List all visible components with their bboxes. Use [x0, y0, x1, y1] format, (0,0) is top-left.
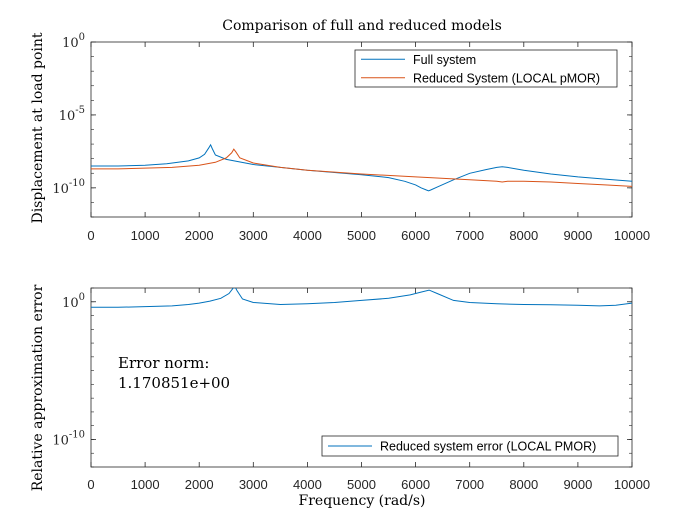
- x-tick-label: 8000: [509, 228, 538, 243]
- x-tick-label: 7000: [455, 228, 484, 243]
- top-legend: Full system Reduced System (LOCAL pMOR): [354, 49, 618, 88]
- x-tick-label: 9000: [563, 477, 592, 492]
- bottom-x-axis-label: Frequency (rad/s): [299, 493, 426, 509]
- y-tick-label: 100: [62, 32, 85, 51]
- x-tick-label: 2000: [185, 228, 214, 243]
- x-tick-label: 0: [87, 228, 94, 243]
- x-tick-label: 8000: [509, 477, 538, 492]
- y-tick-label: 10-5: [59, 105, 85, 124]
- legend-label-2: Reduced System (LOCAL pMOR): [413, 71, 600, 85]
- x-tick-label: 7000: [455, 477, 484, 492]
- x-tick-label: 5000: [347, 477, 376, 492]
- top-chart-title: Comparison of full and reduced models: [222, 18, 502, 34]
- y-tick-label: 10-10: [52, 429, 85, 448]
- x-tick-label: 10000: [614, 477, 650, 492]
- legend-label-1: Reduced system error (LOCAL PMOR): [380, 440, 596, 454]
- series-line-2: [91, 148, 632, 187]
- bottom-legend: Reduced system error (LOCAL PMOR): [321, 435, 619, 457]
- x-tick-label: 10000: [614, 228, 650, 243]
- bottom-y-axis-label: Relative approximation error: [30, 284, 46, 491]
- x-tick-label: 4000: [293, 228, 322, 243]
- x-tick-label: 3000: [239, 228, 268, 243]
- legend-box: [321, 435, 619, 457]
- top-y-axis-label: Displacement at load point: [30, 32, 46, 223]
- top-axis-ticks: 0 1000 2000 3000 4000 5000 6000 7000 8000 9000 100…: [52, 32, 650, 243]
- legend-label-1: Full system: [413, 53, 476, 67]
- x-tick-label: 9000: [563, 228, 592, 243]
- bottom-subplot: Relative approximation error Frequency (…: [30, 284, 650, 509]
- x-tick-label: 2000: [185, 477, 214, 492]
- bottom-axis-ticks: 0 1000 2000 3000 4000 5000 6000 7000 8000 9000 100…: [52, 287, 650, 492]
- legend-box: [354, 49, 618, 88]
- error-norm-value: 1.170851e+00: [118, 374, 230, 392]
- y-tick-label: 100: [62, 292, 85, 311]
- x-tick-label: 4000: [293, 477, 322, 492]
- series-line-1: [91, 288, 632, 308]
- x-tick-label: 6000: [401, 228, 430, 243]
- y-tick-label: 10-10: [52, 178, 85, 197]
- x-tick-label: 5000: [347, 228, 376, 243]
- x-tick-label: 1000: [131, 477, 160, 492]
- x-tick-label: 1000: [131, 228, 160, 243]
- series-line-1: [91, 143, 632, 192]
- x-tick-label: 0: [87, 477, 94, 492]
- x-tick-label: 3000: [239, 477, 268, 492]
- error-norm-label: Error norm:: [118, 354, 209, 372]
- top-subplot: Comparison of full and reduced models Di…: [30, 18, 650, 243]
- x-tick-label: 6000: [401, 477, 430, 492]
